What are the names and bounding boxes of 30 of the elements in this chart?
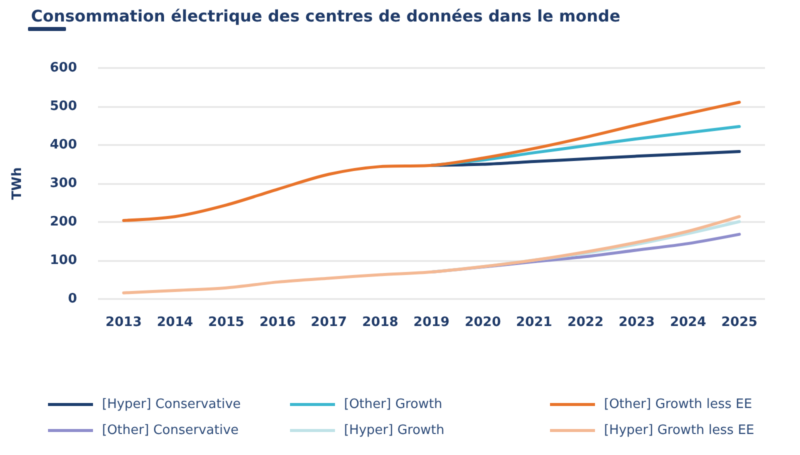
x-tick-label: 2013	[106, 315, 142, 330]
chart-title: Consommation électrique des centres de données dans le monde	[31, 6, 620, 26]
x-tick-label: 2016	[259, 315, 296, 330]
x-tick-label: 2023	[618, 315, 655, 330]
x-tick-label: 2014	[156, 315, 194, 330]
y-axis-title: TWh	[10, 167, 25, 200]
y-tick-label: 100	[50, 253, 77, 268]
x-tick-label: 2025	[721, 315, 758, 330]
legend-label: [Hyper] Conservative	[102, 397, 241, 412]
x-tick-label: 2017	[310, 315, 347, 330]
y-tick-label: 500	[50, 99, 77, 114]
legend-label: [Other] Growth less EE	[604, 397, 752, 412]
legend-label: [Other] Growth	[344, 397, 442, 412]
x-tick-label: 2020	[464, 315, 501, 330]
line-series	[122, 215, 741, 294]
y-tick-label: 0	[68, 292, 77, 306]
legend-label: [Hyper] Growth less EE	[604, 423, 754, 438]
y-tick-label: 300	[50, 176, 77, 191]
legend-label: [Hyper] Growth	[344, 423, 444, 438]
x-tick-label: 2022	[567, 315, 604, 330]
line-series	[122, 100, 741, 222]
y-tick-label: 400	[50, 138, 77, 152]
x-tick-label: 2015	[208, 315, 244, 330]
y-tick-label: 600	[50, 60, 77, 76]
x-tick-label: 2018	[362, 315, 398, 330]
x-tick-label: 2024	[670, 315, 706, 330]
x-tick-label: 2019	[413, 315, 450, 330]
x-tick-label: 2021	[516, 315, 552, 330]
legend-label: [Other] Conservative	[102, 423, 239, 438]
y-tick-label: 200	[50, 214, 77, 230]
